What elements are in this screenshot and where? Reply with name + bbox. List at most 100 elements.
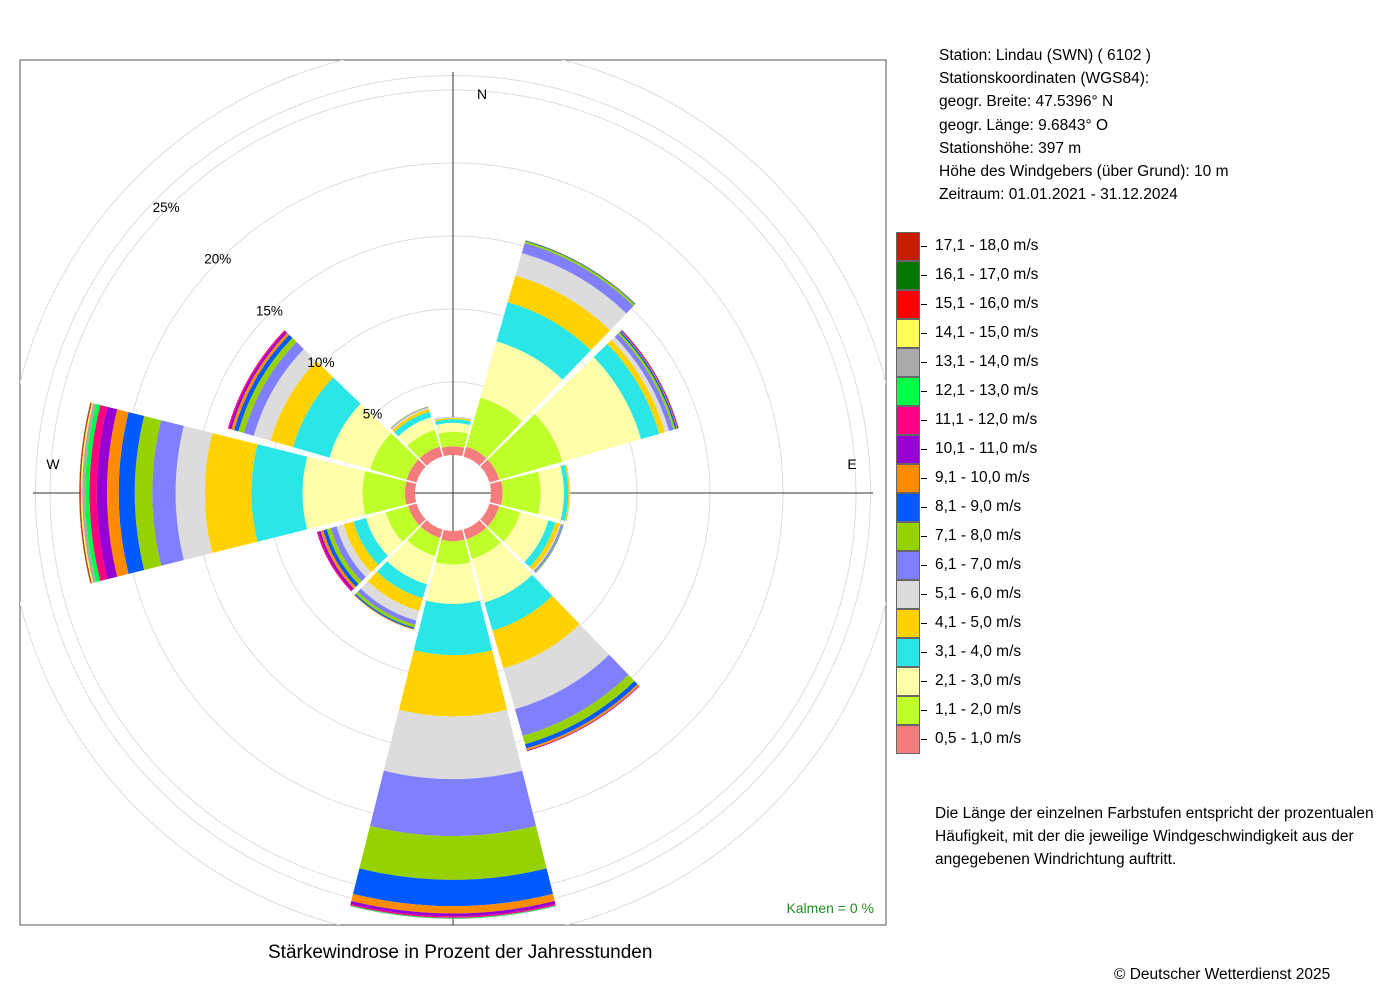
segment-150-class-3 — [471, 542, 533, 603]
legend-label: 9,1 - 10,0 m/s — [935, 469, 1030, 486]
sector-120deg — [480, 503, 564, 573]
ring-label-15: 15% — [256, 303, 283, 318]
segment-270-class-15 — [80, 402, 94, 584]
segment-90-class-2 — [501, 471, 541, 515]
sector-150deg — [463, 520, 640, 752]
segment-60-class-4 — [593, 343, 660, 440]
segment-330-class-2 — [407, 429, 440, 459]
legend-tick — [921, 536, 927, 537]
segment-270-class-9 — [118, 412, 145, 574]
segment-180-class-11 — [350, 900, 556, 917]
segment-180-class-7 — [369, 770, 537, 837]
segment-120-class-6 — [532, 523, 562, 572]
segment-270-class-3 — [302, 456, 366, 530]
explanation-note: Die Länge der einzelnen Farbstufen entsp… — [935, 805, 1374, 869]
legend-item: 4,1 - 5,0 m/s — [896, 609, 1196, 638]
segment-60-class-5 — [607, 339, 665, 434]
segment-210-class-5 — [367, 571, 423, 611]
segment-180-class-12 — [350, 903, 556, 918]
segment-300-class-8 — [238, 337, 297, 434]
segment-180-class-14 — [349, 905, 557, 920]
segment-180-class-9 — [353, 868, 553, 907]
legend-tick — [921, 246, 927, 247]
legend-tick — [921, 304, 927, 305]
segment-270-class-16 — [79, 402, 92, 584]
legend-swatch — [896, 348, 920, 377]
segment-210-class-6 — [360, 581, 420, 621]
segment-150-class-4 — [484, 574, 553, 631]
segment-240-class-11 — [318, 531, 354, 591]
legend-swatch — [896, 290, 920, 319]
segment-210-class-2 — [407, 526, 441, 557]
legend-item: 15,1 - 16,0 m/s — [896, 290, 1196, 319]
sector-240deg — [316, 503, 426, 592]
legend-swatch — [896, 609, 920, 638]
segment-270-class-14 — [82, 403, 97, 583]
segment-300-class-9 — [234, 334, 293, 432]
legend-tick — [921, 420, 927, 421]
segment-240-class-10 — [320, 530, 356, 589]
segment-210-class-8 — [355, 591, 416, 628]
legend-tick — [921, 623, 927, 624]
segment-240-class-9 — [323, 529, 359, 587]
segment-240-class-3 — [365, 512, 403, 556]
legend-label: 14,1 - 15,0 m/s — [935, 324, 1039, 341]
segment-150-class-9 — [525, 680, 638, 749]
legend-item: 6,1 - 7,0 m/s — [896, 551, 1196, 580]
legend-item: 2,1 - 3,0 m/s — [896, 667, 1196, 696]
legend-swatch — [896, 406, 920, 435]
chart-caption: Stärkewindrose in Prozent der Jahresstun… — [268, 942, 653, 963]
legend-tick — [921, 478, 927, 479]
segment-270-class-13 — [85, 403, 101, 583]
segment-30-class-4 — [496, 302, 591, 380]
segment-300-class-5 — [270, 361, 334, 448]
segment-150-class-5 — [492, 595, 580, 669]
legend-swatch — [896, 435, 920, 464]
segment-270-class-18 — [79, 402, 91, 584]
segment-30-class-2 — [466, 397, 522, 459]
legend-label: 3,1 - 4,0 m/s — [935, 643, 1022, 660]
sector-270deg — [79, 402, 417, 584]
altitude: Stationshöhe: 397 m — [939, 139, 1082, 157]
legend-swatch — [896, 551, 920, 580]
segment-270-class-1 — [404, 481, 417, 505]
legend-tick — [921, 652, 927, 653]
legend-label: 5,1 - 6,0 m/s — [935, 585, 1022, 602]
segment-270-class-2 — [362, 471, 407, 515]
segment-60-class-7 — [614, 333, 674, 432]
segment-60-class-3 — [534, 357, 642, 462]
legend-item: 3,1 - 4,0 m/s — [896, 638, 1196, 667]
legend-tick — [921, 565, 927, 566]
segment-270-class-6 — [175, 425, 213, 561]
sector-0deg — [434, 416, 472, 457]
legend-tick — [921, 507, 927, 508]
legend-swatch — [896, 696, 920, 725]
sector-180deg — [349, 529, 557, 920]
segment-90-class-4 — [560, 465, 569, 521]
sector-90deg — [489, 464, 571, 522]
segment-0-class-4 — [435, 419, 471, 426]
legend-tick — [921, 449, 927, 450]
sensor-height: Höhe des Windgebers (über Grund): 10 m — [939, 163, 1229, 181]
segment-330-class-4 — [394, 411, 432, 437]
legend-item: 13,1 - 14,0 m/s — [896, 348, 1196, 377]
segment-240-class-7 — [330, 526, 366, 582]
legend-item: 1,1 - 2,0 m/s — [896, 696, 1196, 725]
legend-label: 15,1 - 16,0 m/s — [935, 295, 1039, 312]
segment-300-class-6 — [253, 348, 317, 441]
legend-tick — [921, 710, 927, 711]
segment-300-class-4 — [293, 377, 361, 458]
legend-swatch — [896, 580, 920, 609]
legend-label: 16,1 - 17,0 m/s — [935, 266, 1039, 283]
segment-240-class-2 — [385, 505, 420, 542]
segment-240-class-4 — [353, 517, 388, 566]
legend-tick — [921, 391, 927, 392]
segment-120-class-1 — [480, 503, 500, 527]
legend-swatch — [896, 522, 920, 551]
segment-0-class-6 — [434, 417, 472, 421]
segment-0-class-2 — [438, 431, 468, 448]
segment-30-class-7 — [521, 243, 634, 314]
legend-label: 4,1 - 5,0 m/s — [935, 614, 1022, 631]
legend-tick — [921, 362, 927, 363]
segment-330-class-6 — [391, 407, 429, 430]
